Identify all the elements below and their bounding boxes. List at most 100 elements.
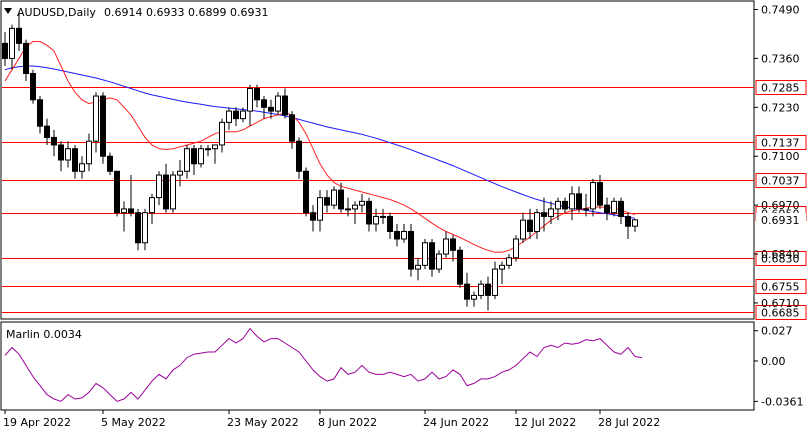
candle-body [177, 170, 183, 176]
candle-body [79, 163, 85, 172]
x-tick-label: 23 May 2022 [227, 416, 299, 429]
candle-body [625, 215, 631, 227]
candle [583, 193, 589, 217]
candle-body [226, 110, 232, 123]
candle [520, 212, 526, 243]
candle [499, 261, 505, 285]
level-label: 0.6830 [761, 253, 800, 266]
candle [219, 118, 225, 153]
candle-body [345, 208, 351, 211]
candle-body [205, 148, 211, 151]
candle-body [562, 200, 568, 210]
candle-body [254, 88, 260, 101]
candle-body [436, 253, 442, 270]
candle-body [387, 215, 393, 232]
candle [156, 171, 162, 206]
candle-body [541, 212, 547, 217]
candle [373, 208, 379, 232]
level-box [755, 251, 807, 266]
candle [37, 96, 43, 134]
candle-body [261, 99, 267, 108]
candle [100, 92, 106, 164]
candle [604, 197, 610, 221]
candle-body [352, 204, 358, 210]
candle-body [156, 174, 162, 199]
candle-body [450, 238, 456, 251]
candle [527, 208, 533, 239]
level-label: 0.7037 [761, 175, 800, 188]
candle [625, 212, 631, 239]
candle-body [44, 125, 50, 138]
candle-body [471, 294, 477, 300]
candle [310, 205, 316, 232]
candle [226, 107, 232, 130]
candle [401, 223, 407, 243]
marlin-line [4, 327, 643, 402]
x-tick-label: 28 Jul 2022 [598, 416, 660, 429]
candle-body [422, 242, 428, 266]
candle-body [275, 95, 281, 112]
candle [317, 190, 323, 232]
y-tick-label: 0.7360 [761, 52, 800, 65]
candle-body [583, 208, 589, 211]
candle-body [30, 72, 36, 101]
candle [485, 276, 491, 311]
y-tick-label: 0.7100 [761, 150, 800, 163]
candle-body [128, 208, 134, 214]
candle [58, 141, 64, 172]
candle [436, 250, 442, 273]
candle-body [310, 212, 316, 221]
candle-body [37, 99, 43, 127]
price-panel-frame [0, 0, 755, 320]
candle-body [93, 95, 99, 142]
candle-body [520, 219, 526, 240]
menu-triangle-icon[interactable] [4, 8, 12, 14]
candle [261, 96, 267, 119]
candle-body [513, 238, 519, 259]
candle-body [296, 140, 302, 172]
candle-body [492, 268, 498, 296]
candle-body [373, 215, 379, 225]
indicator-label: Marlin 0.0034 [6, 328, 82, 341]
candle [569, 186, 575, 221]
candle-body [618, 200, 624, 217]
candle [240, 107, 246, 123]
candle-body [135, 212, 141, 244]
candle [86, 133, 92, 172]
candle-body [191, 148, 197, 165]
candle [44, 118, 50, 145]
candle-body [212, 144, 218, 150]
candle [478, 280, 484, 300]
candle [135, 208, 141, 251]
candle [51, 129, 57, 157]
candle [429, 239, 435, 277]
candle-body [9, 27, 15, 59]
candle-body [23, 42, 29, 74]
candle [345, 197, 351, 217]
candle-body [359, 200, 365, 206]
candle-body [303, 170, 309, 214]
price-axis: 0.7490 0.7360 0.7230 0.7100 0.6970 0.6840 0.67… [754, 4, 806, 310]
level-label: 0.6755 [761, 281, 800, 294]
candle-body [534, 212, 540, 232]
level-box [755, 279, 807, 294]
candle [289, 111, 295, 149]
candle-body [632, 219, 638, 227]
time-axis: 19 Apr 2022 5 May 2022 23 May 2022 8 Jun 20… [3, 410, 660, 429]
candle [415, 257, 421, 281]
candle [114, 170, 120, 217]
x-tick-label: 5 May 2022 [101, 416, 166, 429]
candle [170, 171, 176, 213]
candle-body [163, 174, 169, 210]
candle [324, 190, 330, 213]
y-tick-label: 0.6710 [761, 297, 800, 310]
candle-body [443, 238, 449, 255]
ind-tick-label: 0.00 [761, 355, 786, 368]
candle [9, 24, 15, 70]
symbol-label: AUDUSD,Daily [17, 6, 96, 19]
candle [2, 32, 8, 66]
level-box [755, 305, 807, 320]
candle-body [142, 212, 148, 244]
candle [331, 186, 337, 209]
candle [177, 160, 183, 187]
